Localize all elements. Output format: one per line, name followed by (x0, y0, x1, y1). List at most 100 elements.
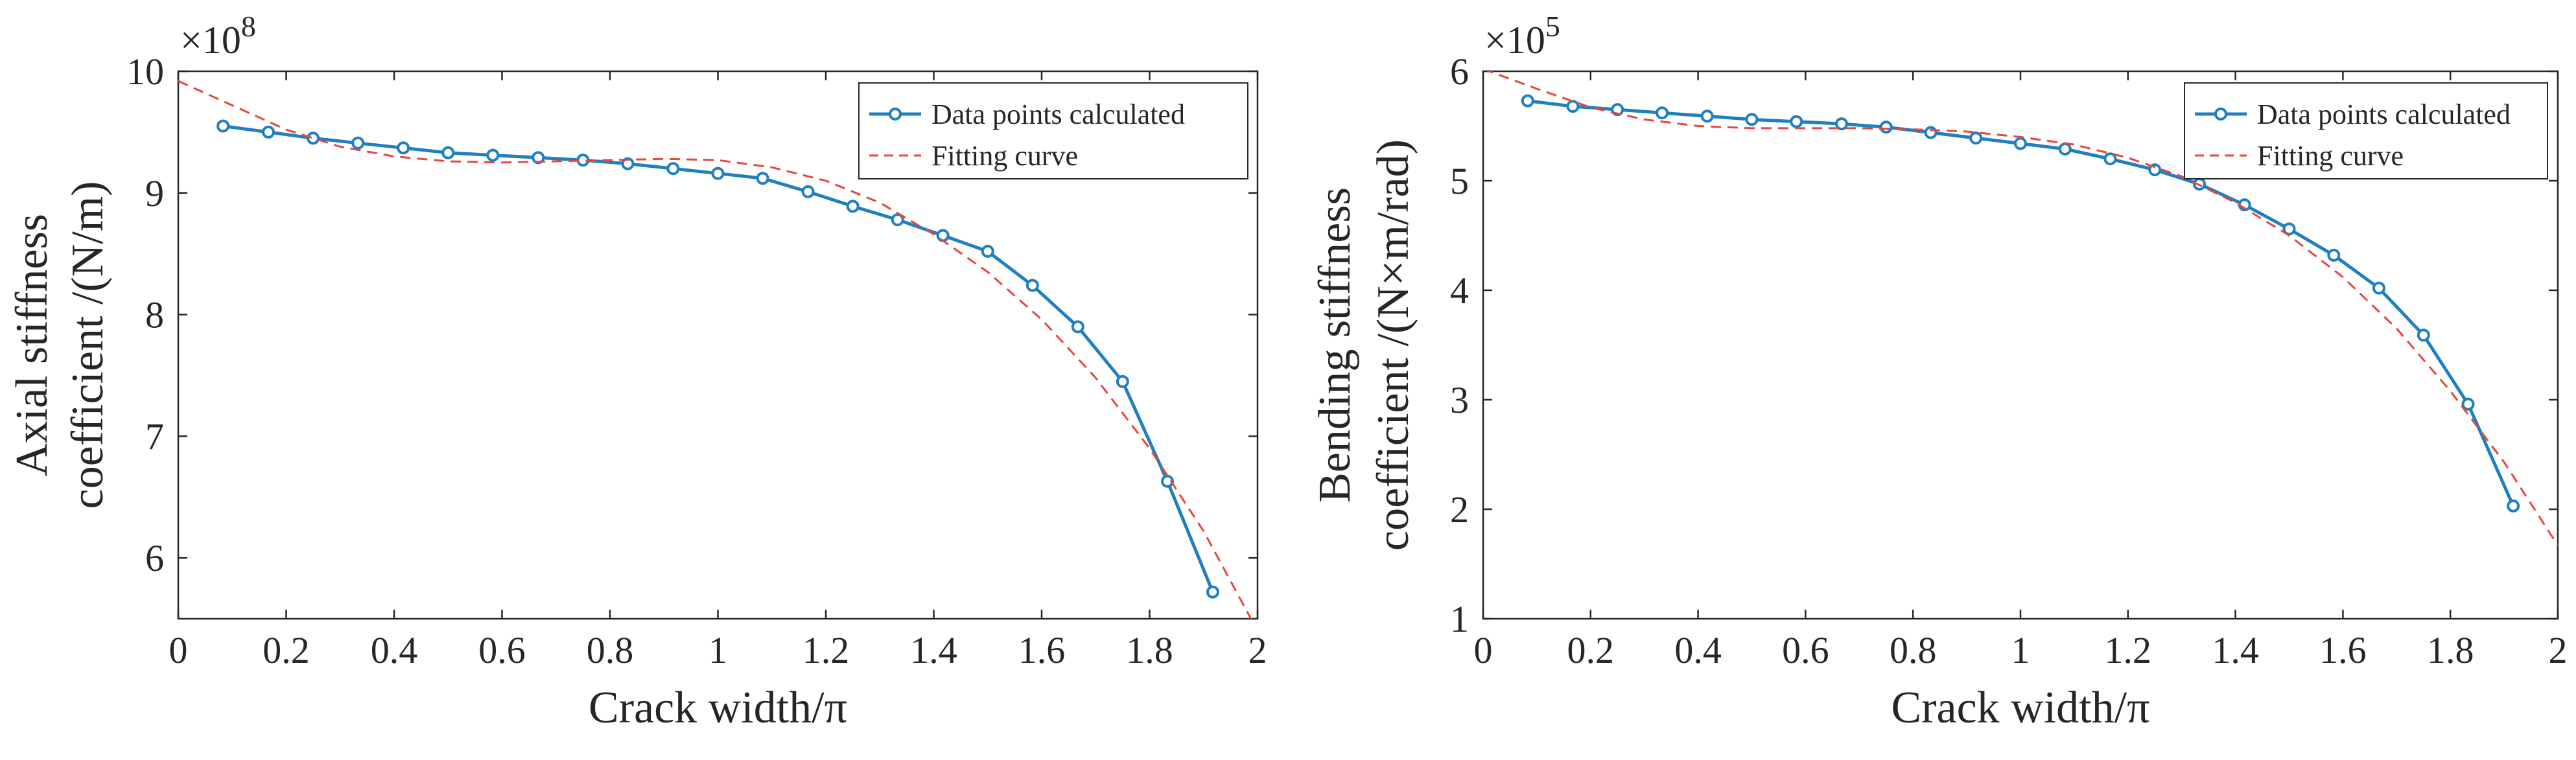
x-tick-label: 1.4 (2212, 629, 2259, 671)
data-point (1700, 109, 1714, 123)
y-tick-label: 5 (1450, 160, 1469, 202)
data-point (1924, 126, 1938, 139)
data-point (2103, 152, 2117, 166)
data-point (2014, 137, 2027, 150)
data-point (891, 213, 904, 227)
data-point (666, 162, 680, 176)
x-tick-label: 1.4 (910, 629, 957, 671)
data-point (2372, 281, 2385, 295)
series-group (1486, 71, 2558, 546)
legend-label-data: Data points calculated (2257, 98, 2511, 130)
y-axis-title-line-1: Axial stiffness (7, 214, 57, 476)
x-tick-label: 0.4 (1674, 629, 1722, 671)
data-point (711, 167, 725, 180)
legend-label-fit: Fitting curve (931, 140, 1078, 172)
x-tick-label: 2 (2549, 629, 2568, 671)
data-point (1790, 115, 1803, 128)
data-point (801, 185, 815, 198)
y-exponent-label: ×105 (1484, 10, 1560, 62)
data-point (1071, 320, 1084, 334)
y-tick-label: 8 (145, 294, 164, 336)
x-tick-label: 0 (169, 629, 188, 671)
x-tick-label: 1.2 (2105, 629, 2152, 671)
data-point (486, 148, 500, 162)
x-tick-label: 0.6 (1782, 629, 1829, 671)
x-tick-label: 2 (1248, 629, 1267, 671)
x-tick-label: 0.2 (1567, 629, 1615, 671)
data-point (1834, 117, 1848, 131)
legend: Data points calculated Fitting curve (858, 82, 1248, 179)
x-axis-title: Crack width/π (589, 683, 847, 733)
data-point (1025, 279, 1039, 292)
data-point (1160, 474, 1174, 488)
x-tick-label: 1.8 (2427, 629, 2474, 671)
y-axis-title-line-2: coefficient /(N/m) (63, 181, 113, 509)
x-tick-label: 1 (2011, 629, 2030, 671)
legend-label-data: Data points calculated (931, 98, 1185, 130)
data-point (1969, 132, 1983, 145)
legend-box (858, 82, 1248, 179)
series-group (178, 80, 1252, 619)
data-point (1116, 374, 1129, 388)
data-point (217, 119, 230, 133)
legend-marker-data (889, 108, 902, 121)
chart-axial: 0 0.2 0.4 0.6 0.8 1 1.2 1.4 1.6 1.8 2 6 7 8 9 10 ×108 Cra… (7, 10, 1267, 733)
x-tick-label: 1.6 (2319, 629, 2367, 671)
legend-box (2184, 82, 2548, 179)
data-point (2461, 397, 2475, 411)
data-point (1745, 113, 1759, 126)
y-tick-label: 1 (1450, 598, 1469, 640)
x-tick-label: 0 (1474, 629, 1493, 671)
y-axis-title-line-1: Bending stiffness (1310, 187, 1360, 503)
data-point (1566, 100, 1580, 113)
y-tick-label: 2 (1450, 489, 1469, 531)
data-point (351, 136, 365, 150)
data-point (532, 151, 545, 165)
data-point (981, 244, 994, 258)
data-point (2327, 248, 2341, 262)
legend-marker-data (2214, 108, 2227, 121)
x-axis-title: Crack width/π (1891, 683, 2150, 733)
data-point (846, 200, 860, 213)
y-tick-label: 9 (145, 172, 164, 214)
data-point (262, 125, 275, 139)
y-tick-label: 7 (145, 415, 164, 457)
x-tick-label: 0.8 (1890, 629, 1937, 671)
y-tick-label: 6 (145, 537, 164, 579)
fitting-curve-line (178, 80, 1252, 619)
data-series-line (222, 124, 1215, 593)
data-point (2282, 222, 2296, 236)
x-tick-label: 0.8 (587, 629, 634, 671)
x-tick-label: 1.6 (1018, 629, 1066, 671)
y-exponent-label: ×108 (180, 10, 256, 62)
data-point (307, 132, 320, 145)
x-tick-label: 1.2 (802, 629, 850, 671)
data-point (2507, 499, 2520, 512)
data-point (397, 141, 410, 155)
data-point (756, 172, 769, 185)
x-tick-label: 1 (708, 629, 727, 671)
data-point (1656, 106, 1669, 120)
y-tick-label: 10 (126, 51, 164, 93)
data-point (2058, 142, 2072, 155)
data-point (936, 229, 950, 242)
legend: Data points calculated Fitting curve (2184, 82, 2548, 179)
x-tick-label: 0.2 (263, 629, 310, 671)
data-point (1521, 94, 1534, 108)
data-point (441, 146, 455, 159)
data-point (2148, 163, 2162, 177)
x-tick-label: 0.6 (478, 629, 526, 671)
fitting-curve-line (1486, 71, 2558, 546)
legend-label-fit: Fitting curve (2257, 140, 2404, 172)
x-tick-label: 0.4 (371, 629, 418, 671)
y-axis-title-line-2: coefficient /(N×m/rad) (1368, 139, 1418, 551)
data-point (1206, 585, 1219, 599)
data-point (621, 157, 635, 170)
y-tick-label: 3 (1450, 379, 1469, 421)
x-tick-label: 1.8 (1126, 629, 1173, 671)
y-tick-label: 4 (1450, 270, 1469, 312)
data-point (2417, 328, 2430, 342)
y-tick-label: 6 (1450, 51, 1469, 93)
